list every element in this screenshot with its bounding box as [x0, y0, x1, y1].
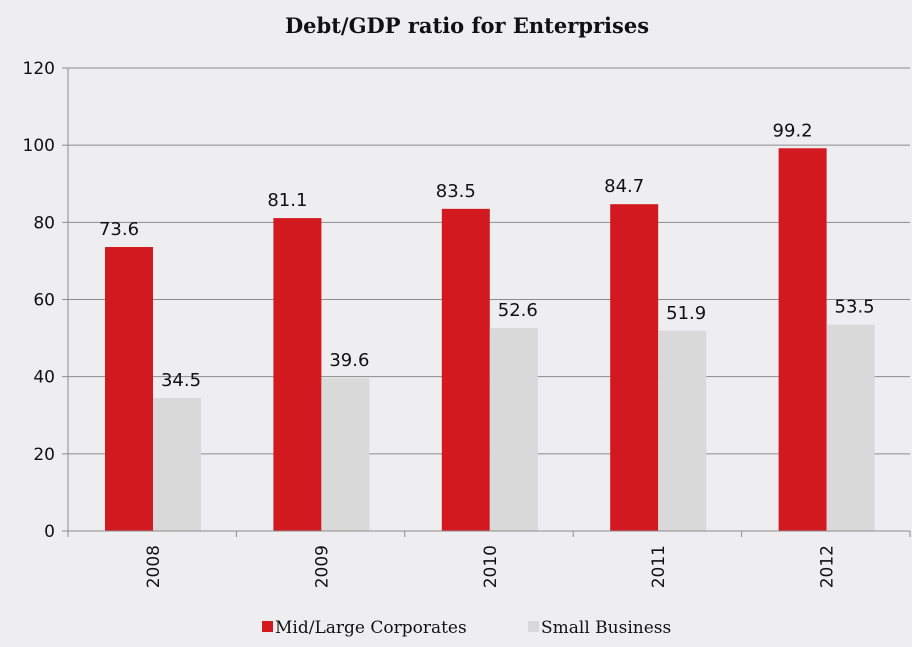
- x-tick-label: 2011: [649, 545, 669, 588]
- y-tick-label: 40: [33, 368, 55, 388]
- y-tick-label: 120: [23, 59, 55, 79]
- data-label: 39.6: [329, 350, 369, 371]
- bars: [105, 148, 875, 532]
- legend-label: Mid/Large Corporates: [275, 618, 467, 638]
- axes: [62, 67, 911, 537]
- legend-swatch: [528, 621, 539, 632]
- bar-small-business-2009: [321, 378, 370, 531]
- y-tick-label: 60: [33, 291, 55, 311]
- data-label: 34.5: [161, 370, 201, 391]
- y-axis-tick-labels: 0 20 40 60 80 100 120: [23, 59, 55, 542]
- data-label: 51.9: [666, 303, 706, 324]
- bar-small-business-2008: [153, 397, 201, 531]
- data-labels: 73.6 34.5 81.1 39.6 83.5 52.6 84.7 51.9 99.2 53.5: [99, 120, 875, 391]
- bar-mid-large-corporates-2008: [105, 247, 153, 531]
- data-label: 52.6: [498, 300, 538, 321]
- data-label: 73.6: [99, 219, 139, 240]
- x-tick-label: 2010: [481, 545, 501, 588]
- chart-title: Debt/GDP ratio for Enterprises: [285, 13, 649, 38]
- data-label: 99.2: [773, 120, 813, 141]
- x-axis-tick-labels: 2008 2009 2010 2011 2012: [144, 545, 838, 588]
- bar-small-business-2012: [826, 324, 875, 531]
- bar-mid-large-corporates-2009: [273, 218, 322, 531]
- data-label: 53.5: [835, 297, 875, 318]
- legend-label: Small Business: [541, 618, 671, 638]
- x-tick-label: 2009: [312, 545, 332, 588]
- data-label: 84.7: [604, 176, 644, 197]
- data-label: 81.1: [267, 190, 307, 211]
- y-tick-label: 20: [33, 445, 55, 465]
- y-tick-label: 0: [44, 522, 55, 542]
- x-tick-label: 2008: [144, 545, 164, 588]
- y-tick-label: 80: [33, 213, 55, 233]
- bar-mid-large-corporates-2010: [441, 208, 490, 531]
- y-tick-label: 100: [23, 136, 55, 156]
- bar-small-business-2010: [489, 328, 538, 531]
- legend-swatch: [262, 621, 273, 632]
- data-label: 83.5: [436, 181, 476, 202]
- x-tick-label: 2012: [818, 545, 838, 588]
- bar-mid-large-corporates-2011: [610, 204, 659, 532]
- bar-mid-large-corporates-2012: [778, 148, 827, 531]
- bar-small-business-2011: [658, 330, 707, 531]
- legend: Mid/Large Corporates Small Business: [262, 618, 671, 638]
